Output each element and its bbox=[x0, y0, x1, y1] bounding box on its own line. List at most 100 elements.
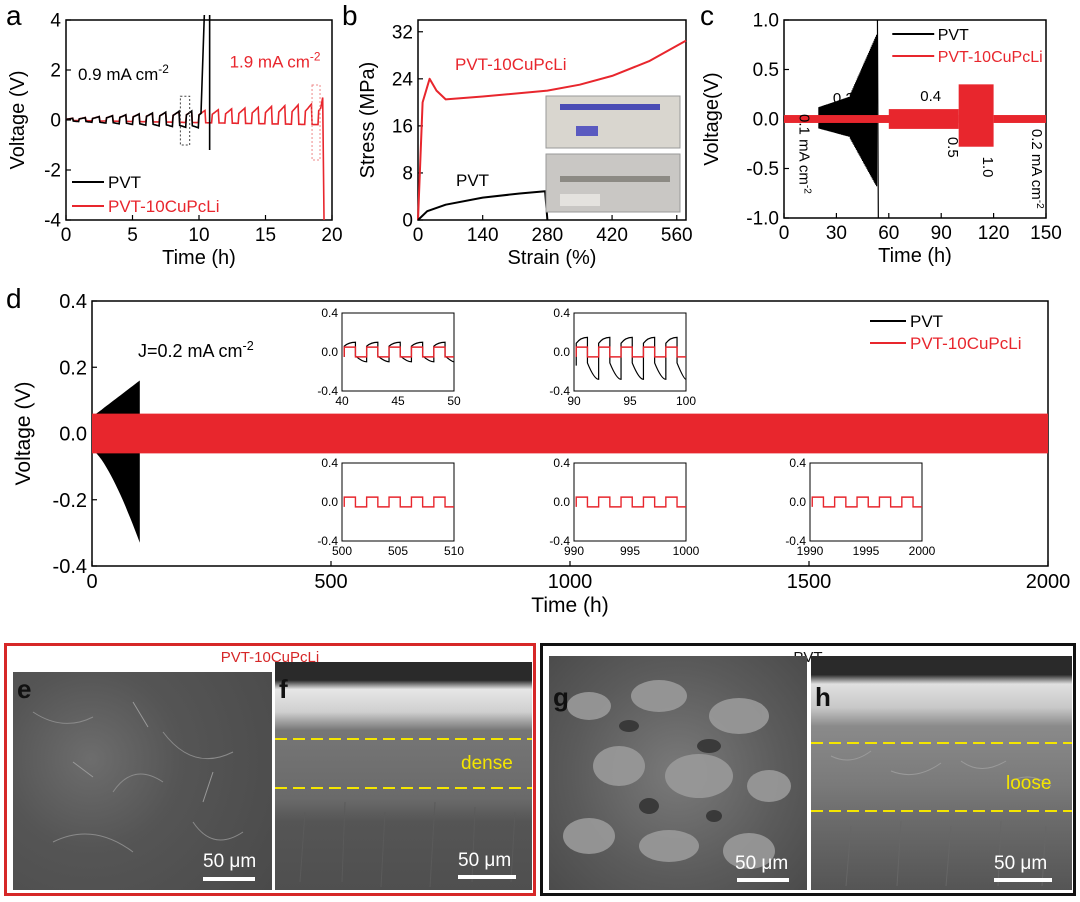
a-highlight-box-pvt bbox=[179, 95, 191, 146]
c-ytick-label: -1.0 bbox=[746, 209, 779, 230]
d-inset-4-ytick-label: 0.0 bbox=[789, 495, 806, 509]
d-inset-4-xtick-label: 1995 bbox=[853, 544, 880, 558]
b-inset-photo-stretched bbox=[545, 95, 681, 149]
c-annotation-05: 0.5 bbox=[944, 137, 961, 158]
c-annotation-03: 0.3 bbox=[862, 147, 879, 168]
panel-letter-d: d bbox=[6, 283, 22, 314]
d-ytick-label: 0.2 bbox=[59, 357, 87, 379]
c-legend-label-pvt: PVT bbox=[938, 27, 969, 44]
d-inset-3-ytick-label: 0.4 bbox=[553, 456, 570, 470]
d-inset-3-xtick-label: 995 bbox=[620, 544, 640, 558]
a-legend-label-pvt-10cupcli: PVT-10CuPcLi bbox=[108, 197, 220, 216]
d-inset-1-xtick-label: 90 bbox=[567, 394, 581, 408]
d-inset-3-xtick-label: 1000 bbox=[673, 544, 700, 558]
d-inset-1-series-pvt-10cupcli bbox=[575, 346, 686, 358]
a-xtick-label: 15 bbox=[255, 225, 276, 246]
scale-bar-h bbox=[994, 878, 1052, 882]
d-legend-label-pvt-10cupcli: PVT-10CuPcLi bbox=[910, 334, 1022, 353]
c-xtick-label: 150 bbox=[1030, 223, 1062, 244]
b-ytick-label: 24 bbox=[392, 69, 414, 90]
chart-c: 0 30 60 90 120 150 1.0 0.5 0.0 -0.5 -1.0 Time (h) Vo… bbox=[701, 11, 1062, 267]
c-xtick-label: 120 bbox=[978, 223, 1010, 244]
b-sample-stretched bbox=[560, 104, 660, 110]
c-series-pvt-10cupcli-tail bbox=[993, 115, 1046, 123]
d-legend-label-pvt: PVT bbox=[910, 312, 943, 331]
a-xtick-label: 20 bbox=[321, 225, 342, 246]
panel-b: b 0 140 280 420 560 32 24 16 8 0 Strain (%) Stress … bbox=[342, 0, 710, 285]
chart-d: 0 500 1000 1500 2000 0.4 0.2 0.0 -0.2 -0.4 Time (h… bbox=[12, 291, 1071, 617]
d-inset-3-series-pvt-10cupcli bbox=[575, 496, 686, 508]
b-ytick-label: 0 bbox=[402, 211, 413, 232]
c-annotation-02: 0.2 bbox=[833, 90, 854, 107]
d-inset-0-xtick-label: 50 bbox=[447, 394, 461, 408]
sem-title-left: PVT-10CuPcLi bbox=[220, 649, 320, 666]
a-xtick-label: 0 bbox=[61, 225, 72, 246]
sem-image-g: g 50 μm bbox=[549, 656, 807, 890]
d-xtick-label: 1000 bbox=[548, 571, 593, 593]
sem-texture-g bbox=[563, 680, 791, 869]
a-ytick-label: 2 bbox=[50, 61, 61, 82]
d-inset-1-ytick-label: 0.0 bbox=[553, 345, 570, 359]
b-xtick-label: 280 bbox=[532, 225, 564, 246]
b-x-axis-label: Strain (%) bbox=[508, 247, 597, 269]
b-series-pvt bbox=[417, 190, 549, 221]
layer-label-dense: dense bbox=[461, 753, 513, 774]
d-inset-0-series-pvt-10cupcli bbox=[343, 346, 454, 358]
d-xtick-label: 500 bbox=[314, 571, 347, 593]
sem-letter-f: f bbox=[279, 674, 288, 704]
d-inset-0-xtick-label: 40 bbox=[335, 394, 349, 408]
a-highlight-box-pvt-10cupcli bbox=[311, 84, 321, 161]
d-ytick-label: 0.0 bbox=[59, 424, 87, 446]
d-xtick-label: 2000 bbox=[1026, 571, 1071, 593]
sem-letter-g: g bbox=[553, 682, 569, 712]
d-inset-1-frame bbox=[573, 312, 687, 392]
panel-d: d 0 500 1000 1500 2000 0.4 0.2 0.0 -0.2 -0.4 Time … bbox=[0, 285, 1080, 635]
c-ytick-label: 1.0 bbox=[753, 11, 779, 32]
d-inset-2-xtick-label: 505 bbox=[388, 544, 408, 558]
panel-letter-a: a bbox=[6, 0, 22, 31]
c-y-axis-label: Voltage(V) bbox=[701, 72, 723, 165]
b-xtick-label: 560 bbox=[661, 225, 693, 246]
a-x-axis-label: Time (h) bbox=[162, 247, 236, 269]
d-inset-3-xtick-label: 990 bbox=[564, 544, 584, 558]
d-series-pvt-10cupcli bbox=[92, 413, 1048, 454]
b-ytick-label: 8 bbox=[402, 164, 413, 185]
d-inset-4-xtick-label: 2000 bbox=[909, 544, 936, 558]
d-ytick-label: -0.4 bbox=[53, 556, 87, 578]
d-xtick-label: 0 bbox=[86, 571, 97, 593]
scale-bar-f bbox=[458, 875, 516, 879]
b-xtick-label: 140 bbox=[467, 225, 499, 246]
c-x-axis-label: Time (h) bbox=[878, 245, 952, 267]
d-inset-1-series-pvt bbox=[575, 336, 687, 380]
panel-letter-b: b bbox=[342, 0, 358, 31]
d-inset-3-ytick-label: -0.4 bbox=[549, 534, 570, 548]
d-inset-2-ytick-label: 0.0 bbox=[321, 495, 338, 509]
d-inset-4-series-pvt-10cupcli bbox=[811, 496, 922, 508]
c-xtick-label: 60 bbox=[878, 223, 899, 244]
c-ytick-label: -0.5 bbox=[746, 159, 779, 180]
a-xtick-label: 5 bbox=[127, 225, 138, 246]
d-inset-2-frame bbox=[341, 462, 455, 542]
b-label-pvt-10cupcli: PVT-10CuPcLi bbox=[455, 55, 567, 74]
d-xtick-label: 1500 bbox=[787, 571, 832, 593]
c-series-pvt-10cupcli-band-04 bbox=[888, 109, 959, 129]
c-annotation-06: 1.0 bbox=[979, 157, 996, 178]
c-series-pvt-10cupcli-base bbox=[784, 115, 959, 123]
d-inset-2-series-pvt-10cupcli bbox=[343, 496, 454, 508]
d-inset-2-xtick-label: 500 bbox=[332, 544, 352, 558]
b-ytick-label: 32 bbox=[392, 22, 413, 43]
c-xtick-label: 30 bbox=[826, 223, 847, 244]
scale-label-g: 50 μm bbox=[735, 853, 789, 874]
c-legend-label-pvt-10cupcli: PVT-10CuPcLi bbox=[938, 49, 1043, 66]
d-inset-0-frame bbox=[341, 312, 455, 392]
b-y-axis-label: Stress (MPa) bbox=[357, 62, 379, 179]
a-ytick-label: -4 bbox=[44, 211, 61, 232]
panel-a: a 0 5 10 15 20 4 2 0 -2 -4 Time (h) Voltage (V) 0.9 … bbox=[0, 0, 350, 285]
scale-label-f: 50 μm bbox=[458, 850, 512, 871]
sem-letter-e: e bbox=[17, 674, 32, 704]
a-ytick-label: -2 bbox=[44, 161, 61, 182]
d-inset-4-ytick-label: -0.4 bbox=[785, 534, 806, 548]
a-legend-label-pvt: PVT bbox=[108, 173, 141, 192]
d-inset-0-ytick-label: -0.4 bbox=[317, 384, 338, 398]
